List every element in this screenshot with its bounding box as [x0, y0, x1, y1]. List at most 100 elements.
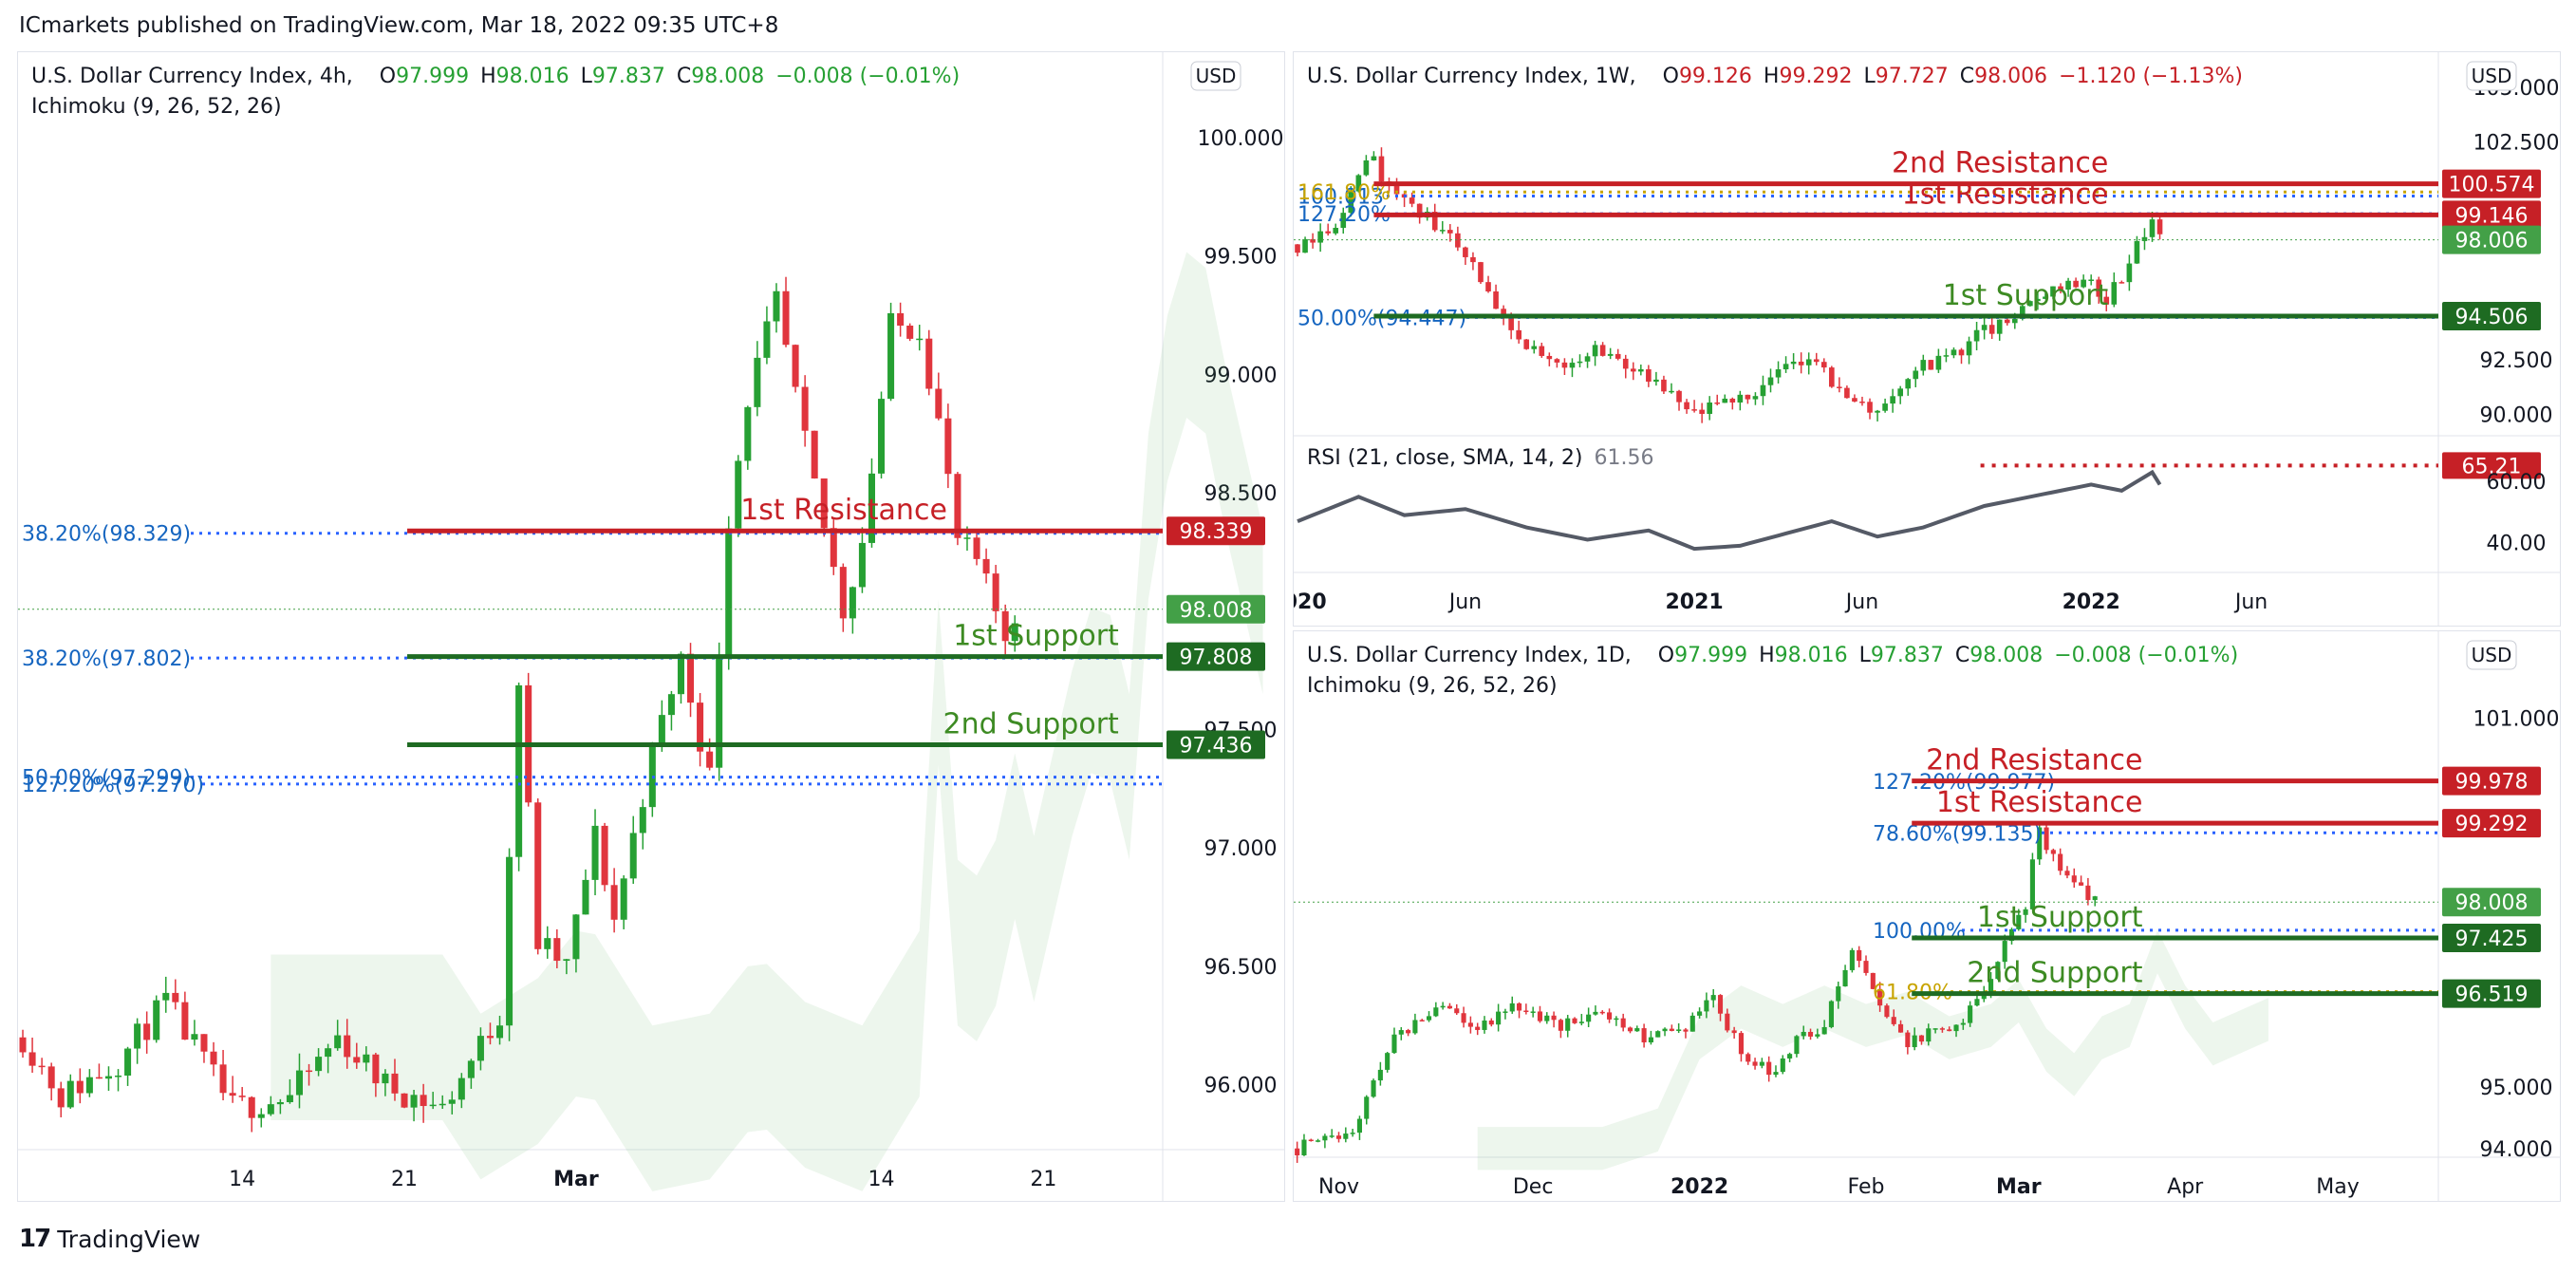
sr-level-price-tag-text: 98.339	[1180, 520, 1253, 544]
ichimoku-cloud	[271, 252, 1263, 1191]
candle-body	[1648, 1037, 1653, 1043]
y-tick-label: 96.500	[1204, 956, 1278, 980]
candle-body	[1377, 1069, 1383, 1081]
chart-1w: 105.000102.50092.50090.0002020Jun2021Jun…	[1294, 52, 2560, 626]
candle-body	[457, 1077, 465, 1100]
ohlc-h-key: H	[1759, 644, 1775, 667]
candle-body	[1928, 360, 1934, 370]
candle-body	[104, 1076, 112, 1079]
ohlc-change: −1.120 (−1.13%)	[2059, 65, 2243, 88]
last-price-tag-bg	[2442, 888, 2541, 917]
x-tick-label: 14	[229, 1168, 255, 1191]
candle-body	[1454, 1008, 1460, 1014]
candle-body	[1295, 1148, 1300, 1156]
candle-body	[2156, 219, 2163, 234]
chart-4h: 100.00099.50099.00098.50097.50097.00096.…	[18, 52, 1284, 1201]
candle-body	[1968, 1005, 1973, 1023]
candle-body	[1447, 230, 1453, 234]
candle-body	[1503, 1011, 1508, 1013]
candle-body	[1634, 1028, 1640, 1032]
candle-body	[1641, 1028, 1647, 1043]
ohlc-o-key: O	[1658, 644, 1674, 667]
candle-body	[1569, 363, 1576, 368]
candle-body	[2058, 286, 2063, 290]
sr-level-price-tag-bg	[2442, 200, 2541, 230]
sr-level-price-tag-bg	[2442, 809, 2541, 838]
candle-body	[401, 1093, 408, 1108]
sr-level-price-tag-bg	[2442, 169, 2541, 198]
candle-body	[887, 312, 895, 400]
candle-body	[2011, 318, 2018, 324]
candle-body	[658, 715, 665, 743]
x-tick-label: Mar	[1996, 1175, 2042, 1199]
x-tick-label: Apr	[2167, 1175, 2204, 1199]
candle-body	[1974, 999, 1980, 1006]
candle-body	[1836, 986, 1841, 1002]
candle-body	[85, 1077, 93, 1094]
candle-body	[1523, 1010, 1529, 1013]
candle-body	[1340, 213, 1347, 228]
rsi-y-tick: 40.00	[2487, 533, 2547, 556]
candle-body	[1653, 379, 1659, 383]
chart-symbol: U.S. Dollar Currency Index, 1D,	[1307, 644, 1632, 667]
candle-body	[706, 751, 714, 768]
candle-body	[1926, 1028, 1932, 1042]
candle-body	[2064, 871, 2070, 876]
candle-body	[1829, 367, 1835, 387]
ohlc-h: 98.016	[1775, 644, 1848, 667]
candle-body	[2002, 941, 2007, 963]
candle-body	[1697, 1011, 1703, 1016]
candle-body	[1689, 1015, 1695, 1032]
candle-body	[1482, 1021, 1487, 1030]
ohlc-change: −0.008 (−0.01%)	[2054, 644, 2238, 667]
candle-body	[1638, 369, 1644, 372]
candle-body	[1508, 317, 1514, 330]
y-tick-label: 100.000	[1198, 127, 1284, 151]
candle-body	[811, 430, 818, 479]
candle-body	[1767, 377, 1774, 385]
sr-level-price-tag-text: 100.574	[2449, 174, 2535, 197]
candle-body	[325, 1048, 332, 1058]
y-tick-label: 98.500	[1204, 482, 1278, 506]
candle-body	[200, 1034, 208, 1052]
candle-body	[1406, 1030, 1411, 1034]
candle-body	[1939, 1028, 1945, 1030]
currency-badge	[2466, 640, 2517, 670]
candle-body	[1661, 379, 1667, 392]
candle-body	[1577, 361, 1583, 364]
candle-body	[1630, 368, 1636, 372]
candle-body	[982, 558, 990, 574]
candle-body	[2008, 928, 2015, 942]
candle-body	[1646, 369, 1652, 383]
candle-body	[115, 1075, 122, 1077]
candle-body	[57, 1088, 65, 1108]
candle-body	[667, 694, 675, 716]
candle-body	[2103, 296, 2110, 305]
candle-body	[2126, 263, 2133, 283]
candle-body	[1572, 1018, 1577, 1023]
candle-body	[1737, 394, 1744, 403]
candle-body	[1905, 1032, 1911, 1048]
chart-legend: U.S. Dollar Currency Index, 1W, O99.126 H9…	[1307, 65, 2243, 88]
x-tick-label: 21	[391, 1168, 418, 1191]
candle-body	[1738, 1033, 1744, 1055]
candle-body	[295, 1070, 303, 1096]
candle-body	[1308, 1139, 1314, 1142]
ohlc-h-key: H	[480, 65, 496, 88]
candle-body	[2149, 219, 2156, 237]
chart-symbol: U.S. Dollar Currency Index, 4h,	[31, 65, 353, 88]
rsi-line	[1297, 469, 2162, 552]
candle-body	[1760, 384, 1766, 397]
candle-body	[1393, 184, 1400, 195]
candle-body	[2050, 286, 2056, 297]
candle-body	[1426, 1016, 1432, 1021]
candle-body	[1516, 329, 1521, 340]
candle-body	[276, 1101, 284, 1105]
candle-body	[1431, 212, 1438, 231]
candle-body	[1953, 1024, 1959, 1032]
candle-body	[172, 992, 179, 1002]
candle-body	[1752, 396, 1759, 400]
rsi-label: RSI (21, close, SMA, 14, 2)	[1307, 446, 1583, 470]
candle-body	[944, 418, 952, 475]
candle-body	[1493, 290, 1499, 309]
